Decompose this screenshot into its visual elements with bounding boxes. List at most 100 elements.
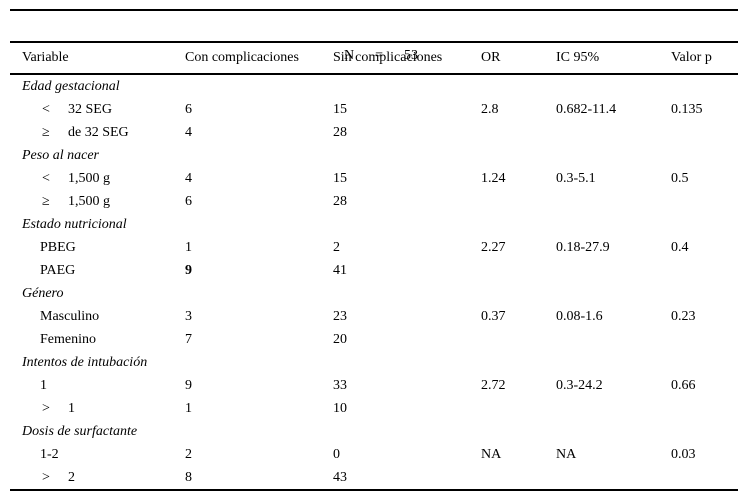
variable-label: PAEG	[40, 262, 76, 278]
variable-label: 1-2	[40, 446, 59, 462]
col-header-con-complicaciones: Con complicaciones	[185, 50, 299, 65]
valor-p-value: 0.66	[671, 377, 696, 393]
valor-p-value: 0.4	[671, 239, 689, 255]
variable-cell: ≥1,500 g	[10, 194, 185, 210]
sin-complicaciones-value: 23	[333, 308, 347, 324]
comparison-symbol: ≥	[42, 193, 50, 209]
comparison-symbol: <	[42, 101, 50, 117]
variable-label: 1	[68, 400, 75, 416]
col-header-valor-p: Valor p	[671, 50, 712, 65]
table-row: PAEG 9 41	[10, 259, 738, 282]
con-complicaciones-value: 2	[185, 446, 192, 462]
table-row: ≥1,500 g 6 28	[10, 190, 738, 213]
or-value: NA	[481, 446, 502, 462]
variable-label: Femenino	[40, 331, 96, 347]
ic95-value: 0.3-24.2	[556, 377, 603, 393]
variable-cell: >1	[10, 401, 185, 417]
variable-label: 2	[68, 469, 75, 485]
variable-label: 1,500 g	[68, 170, 110, 186]
variable-cell: >2	[10, 470, 185, 486]
valor-p-value: 0.23	[671, 308, 696, 324]
variable-cell: Femenino	[10, 332, 185, 348]
valor-p-value: 0.03	[671, 446, 696, 462]
variable-label: 32 SEG	[68, 101, 112, 117]
ic95-value: 0.682-11.4	[556, 101, 617, 117]
or-value: 2.72	[481, 377, 506, 393]
variable-cell: 1-2	[10, 447, 185, 463]
sin-complicaciones-value: 10	[333, 400, 347, 416]
variable-cell: Masculino	[10, 309, 185, 325]
con-complicaciones-value: 3	[185, 308, 192, 324]
con-complicaciones-value: 9	[185, 377, 192, 393]
n-total-row: N = 53	[10, 11, 738, 63]
sin-complicaciones-value: 15	[333, 170, 347, 186]
con-complicaciones-value: 4	[185, 170, 192, 186]
section-row: Género	[10, 282, 738, 305]
col-header-ic95: IC 95%	[556, 50, 600, 65]
sin-complicaciones-value: 43	[333, 469, 347, 485]
n-total-text: N = 53	[343, 48, 418, 63]
sin-complicaciones-value: 28	[333, 124, 347, 140]
variable-cell: PAEG	[10, 263, 185, 279]
variable-cell: <32 SEG	[10, 102, 185, 118]
con-complicaciones-value: 6	[185, 193, 192, 209]
section-label: Intentos de intubación	[22, 354, 148, 370]
table-row: >1 1 10	[10, 397, 738, 420]
sin-complicaciones-value: 2	[333, 239, 340, 255]
section-label: Edad gestacional	[22, 78, 120, 94]
or-value: 1.24	[481, 170, 506, 186]
table-row: 1 9 33 2.72 0.3-24.2 0.66	[10, 374, 738, 397]
section-row: Intentos de intubación	[10, 351, 738, 374]
sin-complicaciones-value: 33	[333, 377, 347, 393]
table-row: >2 8 43	[10, 466, 738, 489]
ic95-value: 0.18-27.9	[556, 239, 610, 255]
statistics-table: N = 53 Variable Con complicaciones Sin c…	[10, 9, 738, 491]
section-row: Estado nutricional	[10, 213, 738, 236]
col-header-or: OR	[481, 50, 501, 65]
section-row: Dosis de surfactante	[10, 420, 738, 443]
section-label: Estado nutricional	[22, 216, 127, 232]
or-value: 2.27	[481, 239, 506, 255]
or-value: 2.8	[481, 101, 499, 117]
ic95-value: 0.3-5.1	[556, 170, 596, 186]
table-body: Edad gestacional <32 SEG 6 15 2.8 0.682-11.4 0…	[10, 75, 738, 489]
con-complicaciones-value: 4	[185, 124, 192, 140]
comparison-symbol: >	[42, 400, 50, 416]
con-complicaciones-value: 6	[185, 101, 192, 117]
section-label: Dosis de surfactante	[22, 423, 138, 439]
comparison-symbol: >	[42, 469, 50, 485]
table-row: <32 SEG 6 15 2.8 0.682-11.4 0.135	[10, 98, 738, 121]
variable-label: PBEG	[40, 239, 76, 255]
sin-complicaciones-value: 41	[333, 262, 347, 278]
con-complicaciones-value: 9	[185, 262, 192, 278]
valor-p-value: 0.135	[671, 101, 703, 117]
con-complicaciones-value: 1	[185, 239, 192, 255]
variable-cell: PBEG	[10, 240, 185, 256]
sin-complicaciones-value: 15	[333, 101, 347, 117]
con-complicaciones-value: 7	[185, 331, 192, 347]
variable-label: de 32 SEG	[68, 124, 129, 140]
con-complicaciones-value: 1	[185, 400, 192, 416]
table-row: 1-2 2 0 NA NA 0.03	[10, 443, 738, 466]
variable-label: 1	[40, 377, 47, 393]
con-complicaciones-value: 8	[185, 469, 192, 485]
table-row: PBEG 1 2 2.27 0.18-27.9 0.4	[10, 236, 738, 259]
comparison-symbol: ≥	[42, 124, 50, 140]
variable-label: Masculino	[40, 308, 100, 324]
valor-p-value: 0.5	[671, 170, 689, 186]
table-row: Masculino 3 23 0.37 0.08-1.6 0.23	[10, 305, 738, 328]
col-header-variable: Variable	[22, 50, 69, 65]
col-header-sin-complicaciones: Sin complicaciones	[333, 50, 443, 65]
comparison-symbol: <	[42, 170, 50, 186]
sin-complicaciones-value: 28	[333, 193, 347, 209]
sin-complicaciones-value: 0	[333, 446, 340, 462]
table-header-row: Variable Con complicaciones Sin complica…	[10, 43, 738, 75]
table-row: ≥ de 32 SEG 4 28	[10, 121, 738, 144]
section-label: Género	[22, 285, 64, 301]
section-label: Peso al nacer	[22, 147, 99, 163]
ic95-value: NA	[556, 446, 577, 462]
sin-complicaciones-value: 20	[333, 331, 347, 347]
variable-cell: ≥ de 32 SEG	[10, 125, 185, 141]
ic95-value: 0.08-1.6	[556, 308, 603, 324]
variable-cell: <1,500 g	[10, 171, 185, 187]
